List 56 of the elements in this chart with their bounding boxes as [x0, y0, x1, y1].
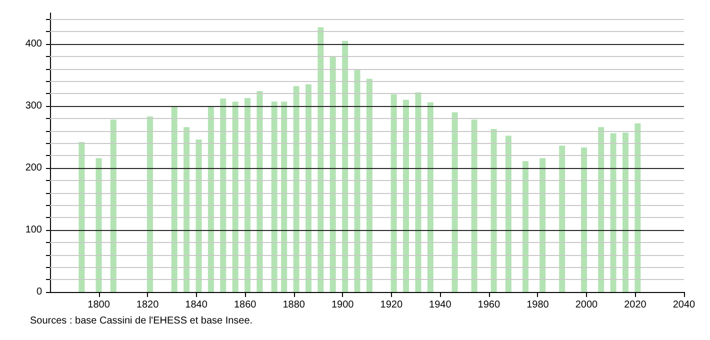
x-tick-label: 1800: [88, 300, 110, 310]
bar: [403, 100, 410, 292]
x-tick-label: 1880: [282, 300, 306, 310]
bar: [305, 84, 312, 292]
y-tick-label: 100: [25, 224, 42, 236]
x-tick-label: 1960: [478, 300, 500, 310]
bar: [232, 102, 238, 292]
bar: [366, 78, 372, 292]
y-tick-label: 400: [25, 38, 42, 50]
bar: [471, 120, 478, 292]
source-note: Sources : base Cassini de l'EHESS et base Insee.: [30, 316, 253, 326]
bar: [559, 146, 566, 292]
x-tick-label: 1820: [136, 300, 160, 310]
bar: [318, 27, 324, 292]
bar: [96, 158, 102, 292]
bar: [146, 116, 153, 292]
x-tick-label: 1900: [331, 300, 354, 310]
bar: [415, 92, 422, 292]
bar: [110, 120, 116, 292]
bar: [598, 127, 604, 292]
y-tick-label: 0: [36, 286, 42, 298]
x-tick-label: 1920: [380, 300, 403, 310]
bar: [281, 102, 288, 292]
bar: [490, 128, 497, 292]
bar: [622, 132, 628, 292]
bar: [256, 91, 263, 292]
bar: [220, 98, 226, 292]
y-tick-label: 200: [25, 162, 42, 174]
bar: [452, 112, 458, 292]
x-tick-label: 1980: [526, 300, 550, 310]
bar: [293, 86, 300, 292]
bar: [171, 106, 178, 292]
bar: [184, 127, 190, 292]
y-tick-label: 300: [25, 100, 42, 112]
bar: [540, 158, 546, 292]
x-tick-label: 2020: [624, 300, 647, 310]
bar: [196, 139, 202, 292]
bar: [581, 148, 588, 292]
bar: [330, 57, 336, 292]
x-tick-label: 1840: [185, 300, 208, 310]
x-tick-label: 2000: [575, 300, 598, 310]
x-tick-label: 1940: [429, 300, 452, 310]
bar: [610, 133, 616, 292]
bar: [271, 102, 278, 292]
bar: [78, 142, 85, 292]
bar: [244, 98, 251, 292]
x-tick-label: 1860: [234, 300, 257, 310]
bar: [427, 102, 434, 292]
bar: [354, 69, 360, 292]
bar: [634, 123, 641, 292]
bar: [342, 40, 348, 292]
x-tick-label: 2040: [672, 300, 696, 310]
bar: [505, 136, 512, 292]
bar: [522, 161, 528, 292]
bar: [208, 106, 214, 292]
bar: [390, 94, 397, 292]
